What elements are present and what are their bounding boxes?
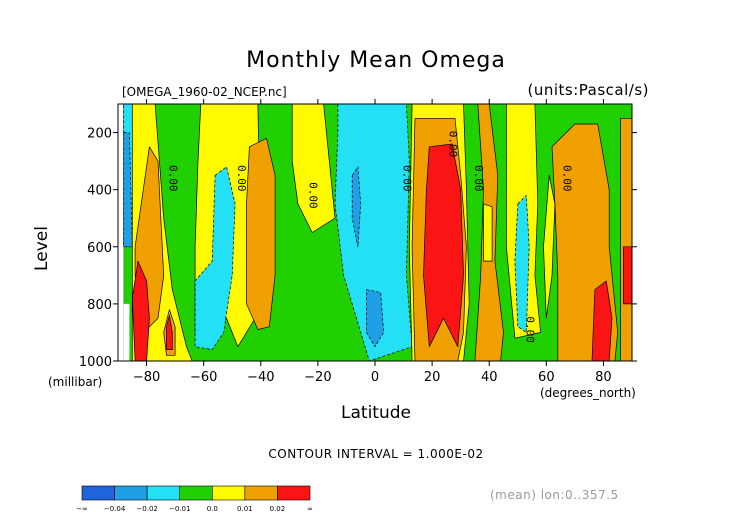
x-axis-label: Latitude [341,403,411,423]
x-tick-label: 40 [481,370,498,385]
x-tick-label: 80 [595,370,612,385]
x-tick-label: 20 [424,370,441,385]
contour-region [131,260,150,361]
contour-label: 0.00 [306,182,319,209]
contour-region [620,117,632,361]
x-tick-label: −40 [247,370,274,385]
colorbar-swatch [277,485,311,501]
contour-label: 0.00 [523,316,536,343]
contour-region [483,203,493,262]
colorbar-swatch [146,485,181,501]
x-tick-label: −80 [133,370,160,385]
contour-region [543,175,556,319]
x-tick-label: 60 [538,370,555,385]
contour-label: 0.00 [446,131,459,158]
mean-info: (mean) lon:0..357.5 [490,488,619,502]
colorbar-tick-label: 0.02 [270,505,286,513]
contour-region [334,104,413,361]
contour-region [166,314,173,350]
colorbar-swatch [179,485,213,501]
colorbar-tick-label: −∞ [76,505,88,513]
y-axis-units: (millibar) [48,375,103,389]
colorbar-tick-label: −0.04 [104,505,126,513]
contour-label: 0.00 [235,165,248,192]
contour-region [423,143,464,348]
colorbar-swatch [114,485,148,501]
y-tick-label: 1000 [79,355,112,370]
x-tick-label: −60 [190,370,217,385]
colorbar-tick-label: ∞ [307,505,313,513]
contour-label: 0.00 [560,165,573,192]
colorbar-tick-label: −0.02 [136,505,157,513]
contour-region [246,137,276,330]
x-tick-label: 0 [371,370,379,385]
contour-region [291,104,336,233]
contour-region [591,280,613,361]
y-tick-label: 800 [87,298,112,313]
contour-region [514,195,530,333]
contour-region [623,246,632,305]
y-tick-label: 200 [87,127,112,142]
missing-data-region [123,303,130,361]
colorbar-swatch [211,485,246,501]
contour-region [123,132,133,248]
y-tick-label: 600 [87,241,112,256]
file-name: [OMEGA_1960-02_NCEP.nc] [122,85,287,99]
colorbar-swatch [81,485,115,501]
x-axis-units: (degrees_north) [540,386,636,400]
missing-data-region [118,246,124,361]
colorbar-tick-label: 0.0 [207,505,218,513]
colorbar-swatch [244,485,278,501]
y-tick-label: 400 [87,184,112,199]
x-tick-label: −20 [304,370,331,385]
contour-label: 0.00 [472,165,485,192]
contour-region [194,166,236,350]
contour-region [351,166,362,248]
contour-label: 0.00 [401,165,414,192]
colorbar-tick-label: −0.01 [169,505,190,513]
contour-fill-group [118,104,632,361]
units-label: (units:Pascal/s) [527,81,649,99]
colorbar-tick-label: 0.01 [237,505,253,513]
contour-region [366,289,384,348]
contour-label: 0.00 [166,165,179,192]
chart-title: Monthly Mean Omega [246,48,506,73]
contour-interval: CONTOUR INTERVAL = 1.000E-02 [268,447,484,461]
